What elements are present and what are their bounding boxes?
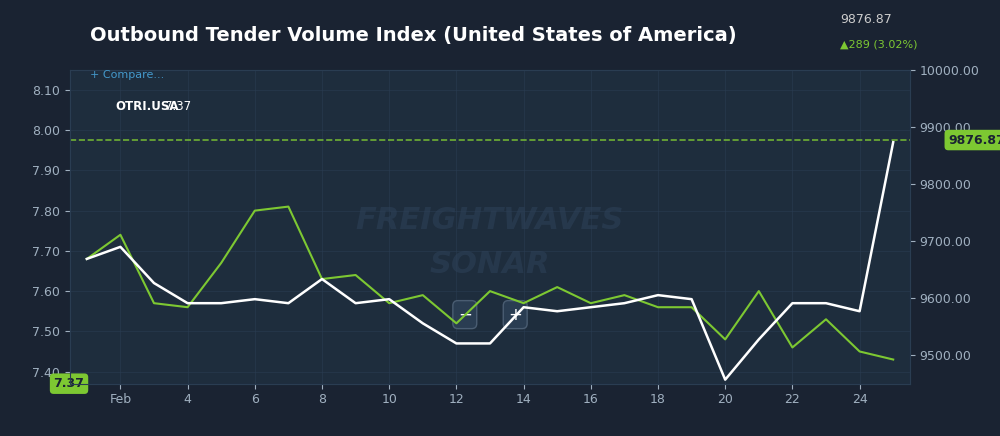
Text: OTRI.USA: OTRI.USA (115, 100, 178, 113)
Text: ▲289 (3.02%): ▲289 (3.02%) (840, 39, 918, 49)
Text: 7.37: 7.37 (165, 100, 191, 113)
Text: SONAR: SONAR (430, 250, 550, 279)
Text: FREIGHTWAVES: FREIGHTWAVES (356, 206, 624, 235)
Text: 9876.87: 9876.87 (948, 133, 1000, 146)
Text: −: − (458, 306, 472, 324)
Text: 7.37: 7.37 (54, 377, 84, 390)
Text: + Compare...: + Compare... (90, 70, 164, 80)
Text: +: + (508, 306, 522, 324)
Text: 9876.87: 9876.87 (840, 13, 892, 26)
Text: Outbound Tender Volume Index (United States of America): Outbound Tender Volume Index (United Sta… (90, 26, 737, 45)
